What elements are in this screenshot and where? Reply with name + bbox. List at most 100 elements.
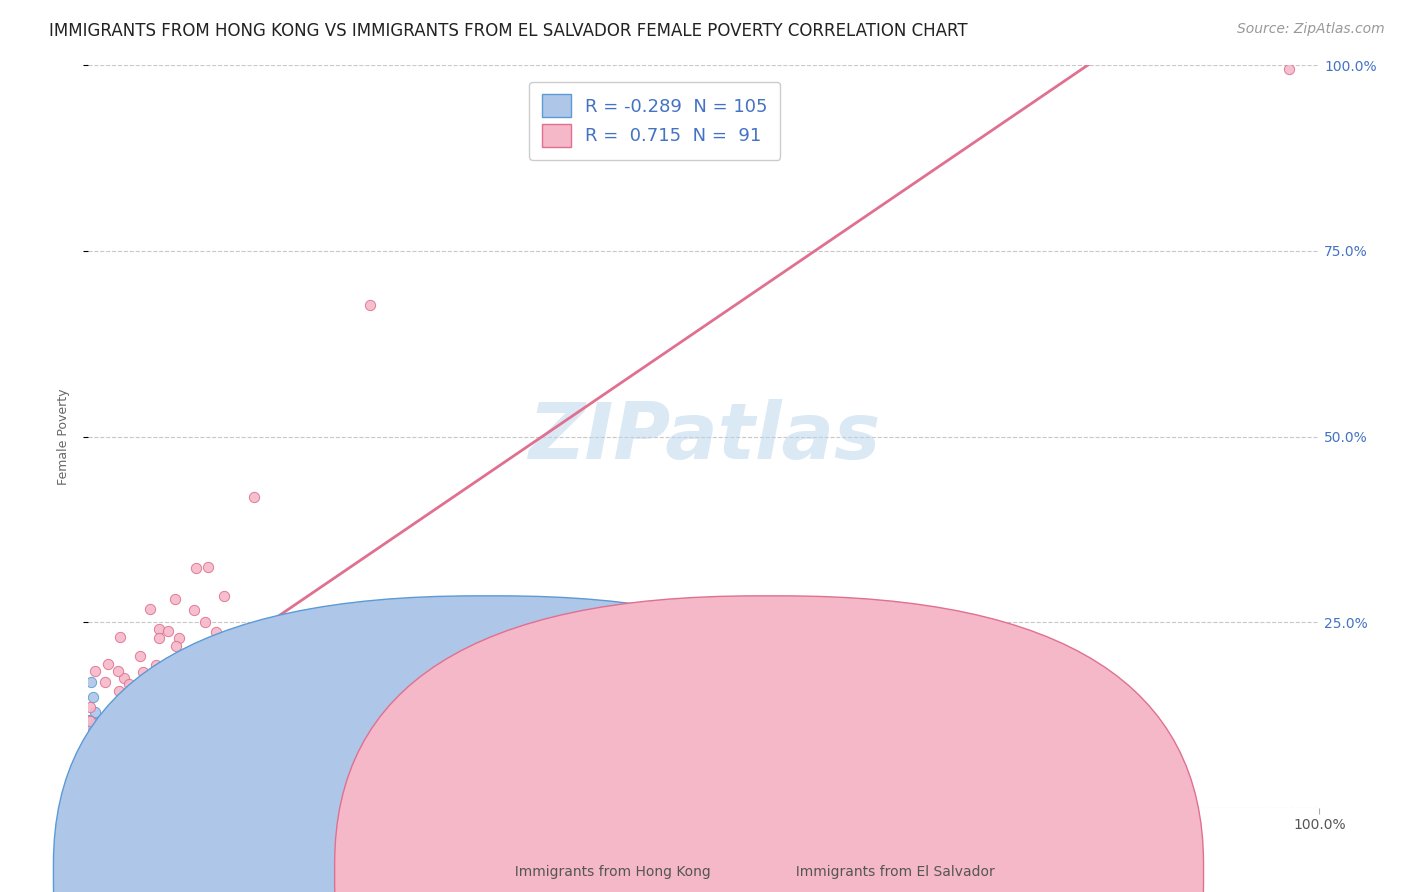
Point: [93, 747, 115, 761]
Point: [79, 801, 101, 815]
Point: [129, 649, 152, 664]
Point: [146, 705, 169, 719]
Point: [101, 772, 124, 787]
Point: [107, 683, 129, 698]
Point: [84, 664, 107, 678]
Point: [101, 758, 124, 772]
Point: [86, 801, 108, 815]
Point: [187, 675, 209, 690]
Point: [183, 603, 205, 617]
Point: [86, 731, 108, 746]
Point: [205, 625, 228, 640]
Point: [1278, 62, 1301, 76]
Point: [87, 801, 110, 815]
Text: Source: ZipAtlas.com: Source: ZipAtlas.com: [1237, 22, 1385, 37]
Point: [112, 800, 135, 814]
Point: [103, 801, 125, 815]
Point: [93, 752, 115, 766]
Point: [359, 297, 381, 311]
Point: [86, 741, 108, 756]
Point: [96, 797, 118, 812]
Point: [86, 801, 108, 815]
Point: [104, 752, 127, 766]
Point: [82, 747, 104, 762]
Point: [110, 762, 132, 776]
Point: [86, 799, 108, 814]
Point: [82, 744, 104, 758]
Point: [118, 677, 141, 691]
Point: [80, 747, 103, 762]
Point: [79, 740, 101, 755]
Point: [112, 773, 135, 788]
Point: [82, 748, 104, 763]
Point: [117, 801, 139, 815]
Point: [134, 801, 156, 815]
Text: IMMIGRANTS FROM HONG KONG VS IMMIGRANTS FROM EL SALVADOR FEMALE POVERTY CORRELAT: IMMIGRANTS FROM HONG KONG VS IMMIGRANTS …: [49, 22, 967, 40]
Point: [86, 716, 108, 731]
Point: [120, 759, 142, 773]
Point: [79, 792, 101, 806]
Point: [90, 722, 112, 736]
Point: [100, 771, 122, 785]
Point: [103, 751, 125, 765]
Point: [83, 801, 105, 815]
Point: [145, 658, 167, 673]
Point: [157, 624, 180, 638]
Point: [84, 801, 107, 815]
Point: [77, 754, 100, 768]
Point: [79, 801, 101, 815]
Point: [77, 801, 100, 815]
Point: [82, 775, 104, 789]
Point: [79, 723, 101, 737]
Point: [94, 801, 117, 815]
Point: [80, 765, 103, 780]
Point: [98, 748, 121, 763]
Point: [94, 788, 117, 802]
Point: [214, 589, 236, 603]
Point: [127, 795, 149, 809]
Point: [100, 742, 122, 756]
Point: [87, 777, 110, 791]
Point: [97, 718, 120, 732]
Point: [82, 731, 104, 745]
Point: [79, 789, 101, 804]
Point: [96, 793, 118, 807]
Point: [110, 710, 132, 724]
Point: [97, 733, 120, 747]
Point: [165, 701, 187, 715]
Point: [91, 801, 114, 815]
Point: [129, 686, 152, 700]
Point: [122, 770, 145, 784]
Point: [184, 561, 207, 575]
Point: [120, 775, 142, 789]
Point: [87, 763, 110, 777]
Point: [166, 671, 188, 685]
Point: [84, 801, 107, 815]
Point: [90, 724, 112, 739]
Point: [84, 801, 107, 815]
Point: [139, 602, 162, 616]
Point: [79, 784, 101, 798]
Point: [118, 801, 141, 815]
Point: [105, 751, 128, 765]
Point: [97, 801, 120, 815]
Point: [97, 657, 120, 671]
Point: [83, 735, 105, 749]
Point: [165, 639, 187, 653]
Point: [79, 738, 101, 752]
Point: [80, 675, 103, 690]
Point: [79, 772, 101, 786]
Point: [96, 801, 118, 815]
Point: [148, 622, 170, 636]
Point: [79, 799, 101, 814]
Point: [86, 788, 108, 802]
Point: [101, 772, 124, 787]
Point: [89, 786, 111, 800]
Point: [112, 777, 135, 791]
Point: [80, 726, 103, 740]
Point: [84, 801, 107, 815]
Point: [89, 794, 111, 808]
Point: [82, 743, 104, 757]
Point: [89, 764, 111, 779]
Point: [77, 764, 100, 779]
